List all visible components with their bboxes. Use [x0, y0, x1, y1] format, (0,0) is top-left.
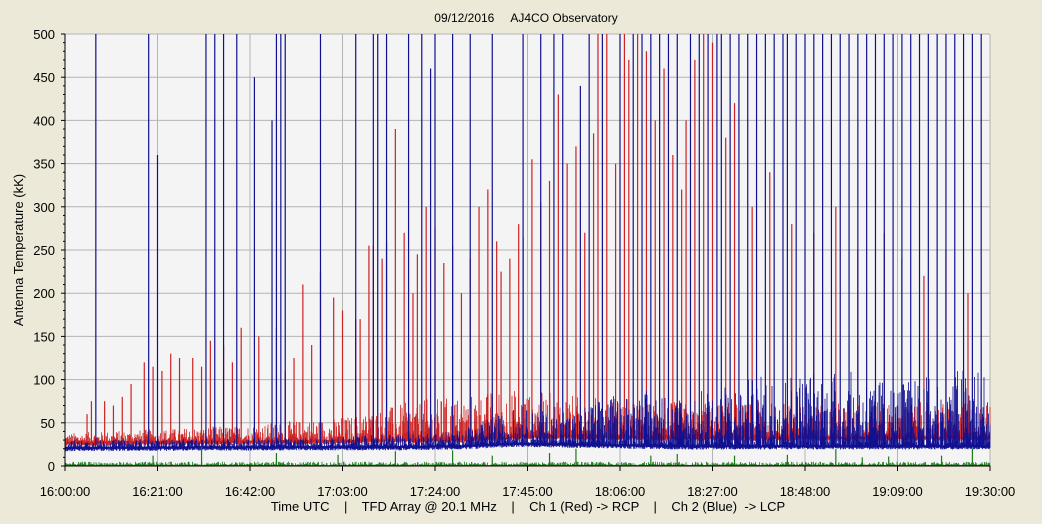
- y-tick-label: 500: [33, 27, 55, 42]
- x-tick-label: 19:09:00: [872, 484, 923, 499]
- y-tick-label: 350: [33, 157, 55, 172]
- y-axis-label: Antenna Temperature (kK): [11, 174, 26, 326]
- x-tick-labels: 16:00:00 16:21:00 16:42:00 17:03:00 17:24:00…: [40, 484, 1016, 499]
- x-tick-label: 19:30:00: [965, 484, 1016, 499]
- y-tick-label: 150: [33, 329, 55, 344]
- chart-title: 09/12/2016 AJ4CO Observatory: [434, 11, 617, 25]
- x-tick-label: 17:03:00: [317, 484, 368, 499]
- x-tick-label: 16:42:00: [225, 484, 276, 499]
- data-series: [64, 34, 991, 466]
- x-axis-label: Time UTC | TFD Array @ 20.1 MHz | Ch 1 (…: [271, 499, 785, 514]
- y-tick-label: 250: [33, 243, 55, 258]
- y-tick-label: 450: [33, 70, 55, 85]
- x-tick-label: 17:45:00: [502, 484, 553, 499]
- y-tick-labels: 0 50 100 150 200 250 300 350 400 450 500: [33, 27, 55, 474]
- y-tick-label: 50: [41, 416, 55, 431]
- x-tick-label: 18:48:00: [780, 484, 831, 499]
- x-tick-label: 17:24:00: [410, 484, 461, 499]
- x-tick-label: 18:06:00: [595, 484, 646, 499]
- y-tick-label: 100: [33, 373, 55, 388]
- series-2: [64, 34, 991, 452]
- y-tick-label: 0: [48, 459, 55, 474]
- x-tick-label: 18:27:00: [687, 484, 738, 499]
- y-tick-label: 200: [33, 286, 55, 301]
- x-tick-label: 16:00:00: [40, 484, 91, 499]
- x-tick-label: 16:21:00: [132, 484, 183, 499]
- y-tick-label: 300: [33, 200, 55, 215]
- y-minor-ticks: [61, 33, 65, 467]
- y-tick-label: 400: [33, 113, 55, 128]
